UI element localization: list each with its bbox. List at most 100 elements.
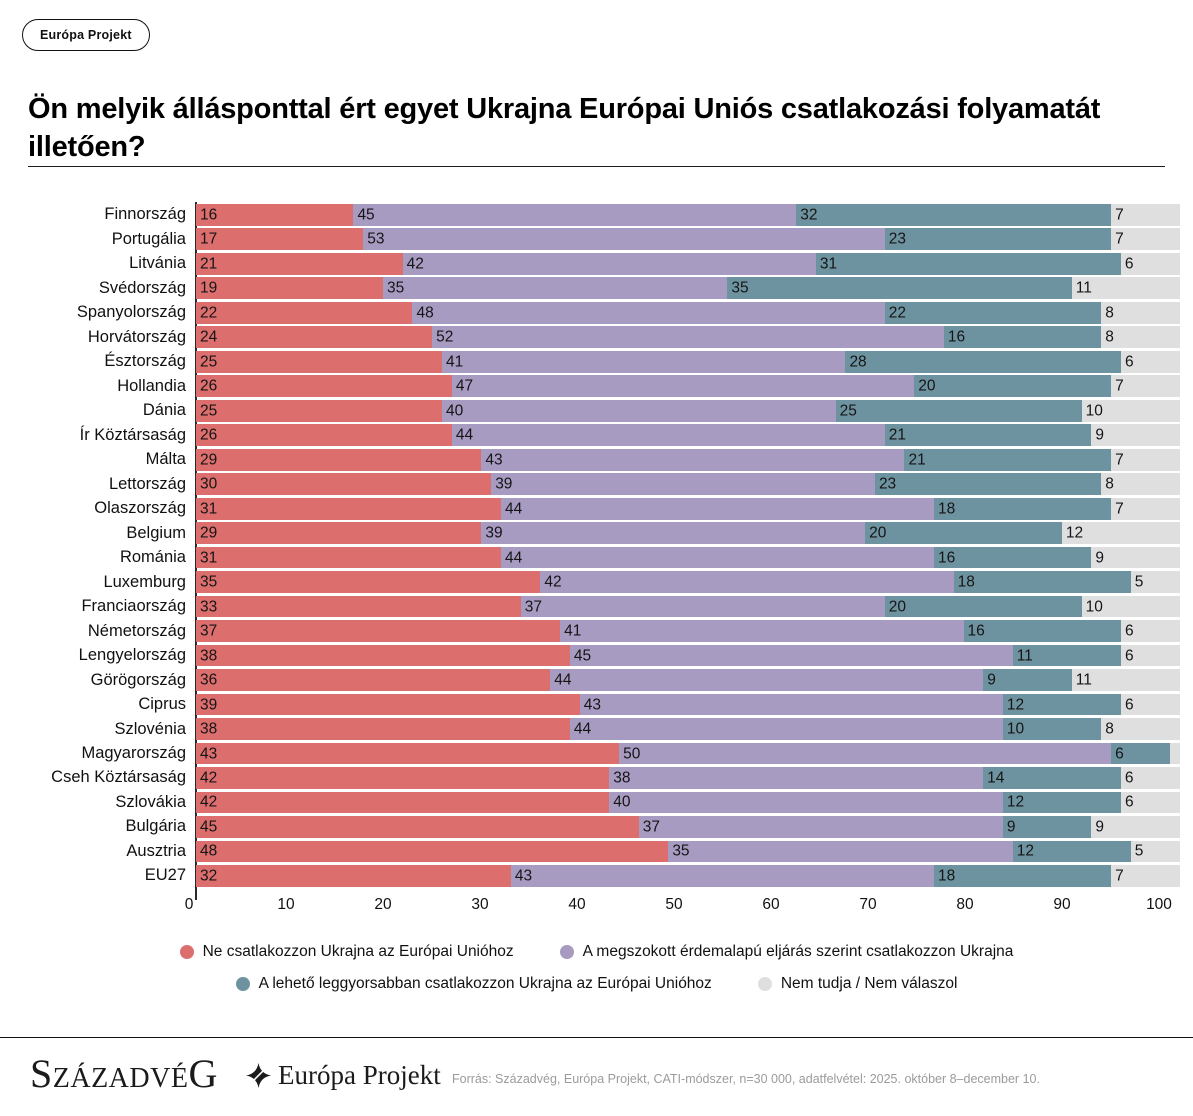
- country-label: Németország: [87, 621, 186, 640]
- row-bar: 21 42 31 6: [196, 252, 1180, 275]
- bar-value-label: 6: [1124, 353, 1134, 370]
- bar-segment: 17: [196, 228, 364, 251]
- bar-value-label: 44: [455, 426, 474, 444]
- bar-value-label: 22: [200, 304, 218, 322]
- bar-segment: 6: [1120, 693, 1180, 716]
- bar-segment: 48: [412, 301, 885, 324]
- bar-value-label: 50: [623, 744, 641, 762]
- x-tick-label: 90: [1053, 896, 1071, 913]
- chart-row: Dánia 25 40 25 10: [0, 399, 1193, 422]
- bar-segment: 25: [196, 399, 442, 422]
- row-bar: 25 41 28 6: [196, 350, 1180, 373]
- bar-value-label: 45: [357, 206, 375, 224]
- bar-value-label: 6: [1115, 744, 1124, 762]
- bar-value-label: 21: [200, 255, 218, 273]
- country-label: Ciprus: [138, 695, 186, 714]
- bar-segment: 6: [1111, 742, 1171, 765]
- bar-value-label: 33: [200, 597, 218, 615]
- row-bar: 24 52 16 8: [196, 326, 1180, 349]
- bar-segment: 52: [432, 326, 944, 349]
- bar-value-label: 8: [1105, 720, 1114, 738]
- bar-value-label: 35: [386, 279, 405, 297]
- bar-segment: 35: [382, 277, 728, 300]
- bar-segment: 31: [196, 546, 502, 569]
- country-label: Svédország: [98, 278, 186, 297]
- row-bar: 43 50 6: [196, 742, 1180, 765]
- bar-value-label: 20: [888, 597, 907, 615]
- bar-segment: 19: [196, 277, 383, 300]
- chart-row: Svédország 19 35 35 11: [0, 277, 1193, 300]
- bar-segment: 8: [1101, 326, 1180, 349]
- chart-row: Horvátország 24 52 16 8: [0, 326, 1193, 349]
- bar-value-label: 43: [485, 450, 503, 468]
- bar-value-label: 42: [406, 255, 424, 273]
- stacked-bar-chart: Finnország 16 45 32 7 Portugália 17 53 23 7 Litván…: [0, 202, 1193, 934]
- bar-segment: 7: [1111, 228, 1180, 251]
- bar-value-label: 22: [888, 304, 907, 322]
- bar-segment: 50: [619, 742, 1112, 765]
- row-bar: 32 43 18 7: [196, 865, 1180, 887]
- country-label: Ausztria: [126, 841, 186, 860]
- badge-label: Európa Projekt: [40, 28, 132, 42]
- row-bar: 35 42 18 5: [196, 571, 1180, 593]
- bar-segment: 45: [353, 204, 797, 226]
- bar-value-label: 7: [1115, 206, 1124, 224]
- bar-value-label: 18: [957, 573, 975, 591]
- bar-value-label: 5: [1134, 842, 1144, 860]
- bar-segment: 25: [196, 350, 442, 373]
- legend-label: A lehető leggyorsabban csatlakozzon Ukra…: [258, 975, 712, 992]
- bar-segment: 9: [983, 669, 1072, 691]
- bar-segment: 6: [1120, 620, 1180, 642]
- chart-row: Románia 31 44 16 9: [0, 546, 1193, 569]
- bar-segment: 7: [1111, 448, 1180, 471]
- bar-segment: 20: [884, 595, 1082, 618]
- row-bar: 36 44 9 11: [196, 669, 1180, 691]
- legend-label: Nem tudja / Nem válaszol: [780, 975, 958, 992]
- bar-value-label: 43: [514, 867, 533, 885]
- bar-value-label: 18: [937, 867, 956, 885]
- bar-value-label: 45: [573, 646, 592, 664]
- x-tick-label: 80: [956, 896, 974, 913]
- bar-value-label: 6: [1124, 622, 1134, 640]
- chart-row: EU27 32 43 18 7: [0, 865, 1193, 887]
- chart-row: Belgium 29 39 20 12: [0, 522, 1193, 544]
- row-bar: 17 53 23 7: [196, 228, 1180, 251]
- bar-segment: 40: [442, 399, 836, 422]
- legend-item: Nem tudja / Nem válaszol: [757, 975, 958, 993]
- bar-value-label: 42: [544, 573, 562, 591]
- szazadveg-logo: SzázadvéG: [30, 1051, 218, 1096]
- bar-segment: 5: [1130, 840, 1180, 863]
- bar-value-label: 12: [1006, 793, 1025, 811]
- row-bar: 26 44 21 9: [196, 424, 1180, 447]
- bar-segment: 26: [196, 375, 452, 398]
- bar-segment: 9: [1091, 816, 1180, 838]
- country-label: Franciaország: [81, 597, 186, 616]
- row-bar: 42 38 14 6: [196, 767, 1180, 789]
- chart-rows: Finnország 16 45 32 7 Portugália 17 53 23 7 Litván…: [0, 204, 1193, 887]
- country-label: Magyarország: [81, 744, 186, 762]
- bar-value-label: 24: [200, 328, 218, 346]
- bar-segment: 23: [874, 473, 1102, 496]
- chart-row: Szlovákia 42 40 12 6: [0, 791, 1193, 814]
- bar-segment: 8: [1101, 718, 1180, 740]
- bar-segment: 25: [835, 399, 1082, 422]
- bar-value-label: 40: [446, 401, 464, 419]
- bar-value-label: 35: [731, 279, 749, 297]
- bar-segment: 29: [196, 448, 482, 471]
- footer: SzázadvéG Európa Projekt Forrás: Századv…: [0, 1048, 1193, 1116]
- bar-segment: 7: [1111, 865, 1180, 887]
- bar-segment: 32: [196, 865, 511, 887]
- row-bar: 38 44 10 8: [196, 718, 1180, 740]
- bar-value-label: 6: [1124, 255, 1134, 273]
- bar-segment: 11: [1071, 669, 1180, 691]
- bar-segment: 8: [1101, 301, 1180, 324]
- bar-value-label: 12: [1016, 842, 1034, 860]
- legend-item: A megszokott érdemalapú eljárás szerint …: [559, 943, 1013, 961]
- legend-row-2: A lehető leggyorsabban csatlakozzon Ukra…: [0, 968, 1193, 1000]
- row-bar: 42 40 12 6: [196, 791, 1180, 814]
- bar-segment: 39: [481, 522, 866, 544]
- bar-value-label: 20: [869, 524, 887, 542]
- chart-row: Németország 37 41 16 6: [0, 620, 1193, 642]
- bar-segment: 35: [196, 571, 541, 593]
- bar-segment: 39: [491, 473, 875, 496]
